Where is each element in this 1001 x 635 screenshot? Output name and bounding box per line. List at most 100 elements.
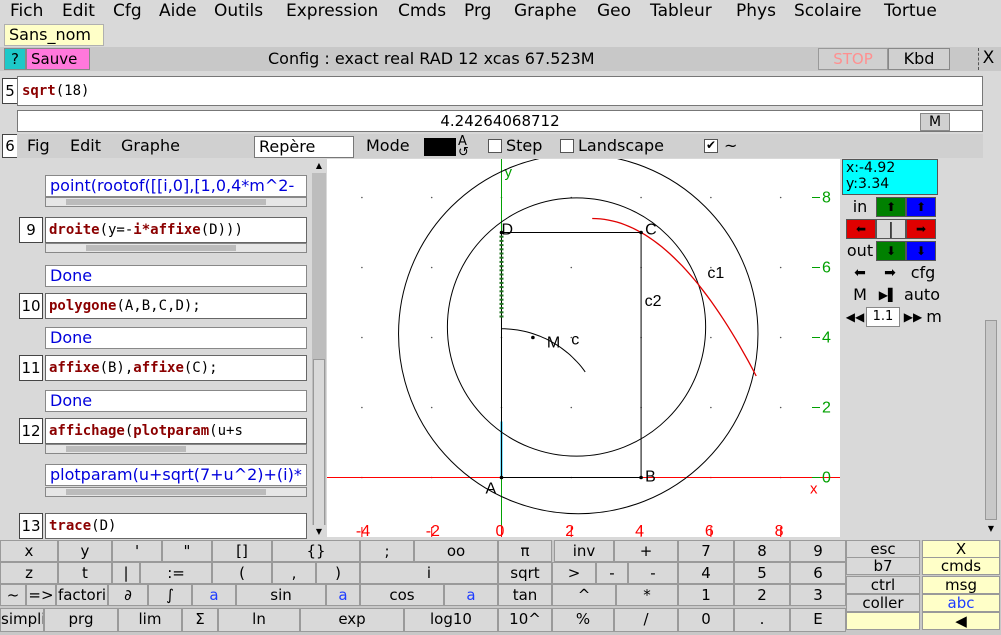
history-hscrollbar[interactable]	[45, 243, 307, 253]
key-row3-14[interactable]: 2	[734, 584, 790, 606]
key-row4-7[interactable]: 10^	[498, 608, 552, 632]
key-row3-0[interactable]: ~	[0, 584, 26, 606]
menu-aide[interactable]: Aide	[159, 1, 197, 21]
key-row4-9[interactable]: /	[614, 608, 678, 632]
key-row3-13[interactable]: 1	[678, 584, 734, 606]
key-row2-13[interactable]: 5	[734, 562, 790, 584]
history-output[interactable]: plotparam(u+sqrt(7+u^2)+(i)*	[45, 464, 307, 486]
key-cmds[interactable]: cmds	[922, 557, 1000, 575]
polygon-abcd[interactable]	[500, 232, 642, 478]
fig-menu[interactable]: Fig	[27, 136, 50, 155]
tilde-checkbox[interactable]: ✔	[704, 138, 718, 153]
key-row3-3[interactable]: ∂	[108, 584, 148, 606]
key-back[interactable]: ◀	[922, 612, 1000, 630]
graph-menu-button[interactable]: M	[846, 285, 874, 305]
history-level-number[interactable]: 10	[19, 293, 43, 319]
key-coller[interactable]: coller	[846, 594, 920, 612]
key-row4-6[interactable]: log10	[404, 608, 498, 632]
key-row1-13[interactable]: 9	[790, 540, 846, 562]
key-row1-4[interactable]: []	[212, 540, 272, 562]
key-row2-9[interactable]: >	[552, 562, 596, 584]
key-row3-8[interactable]: cos	[360, 584, 444, 606]
graph-svg[interactable]: -4 -2 0 2 4 6 8 8 6 4 2 0 x y A B C D M c1 c2 c	[327, 159, 840, 537]
right-arrow-icon[interactable]: ➡	[906, 219, 936, 239]
fig-edit-menu[interactable]: Edit	[70, 136, 101, 155]
history-level-number[interactable]: 12	[19, 418, 43, 444]
key-row3-6[interactable]: sin	[236, 584, 326, 606]
history-output[interactable]: Done	[45, 390, 307, 412]
key-row2-10[interactable]: -	[596, 562, 628, 584]
fig-graphe-menu[interactable]: Graphe	[121, 136, 180, 155]
repere-button[interactable]: Repère	[254, 136, 354, 158]
output-menu-button[interactable]: M	[920, 113, 950, 131]
key-row2-1[interactable]: t	[58, 562, 112, 584]
menu-prg[interactable]: Prg	[464, 1, 492, 21]
stop-button[interactable]: STOP	[818, 48, 888, 70]
key-row4-4[interactable]: ln	[218, 608, 300, 632]
key-row4-1[interactable]: prg	[44, 608, 118, 632]
history-command[interactable]: polygone(A,B,C,D);	[45, 293, 307, 319]
level-number[interactable]: 6	[2, 134, 18, 158]
history-hscrollbar[interactable]	[45, 444, 307, 454]
key-row1-12[interactable]: 8	[734, 540, 790, 562]
key-row3-5[interactable]: a	[192, 584, 236, 606]
save-button[interactable]: Sauve	[26, 48, 90, 70]
menu-expression[interactable]: Expression	[286, 1, 379, 21]
key-row4-8[interactable]: %	[552, 608, 614, 632]
help-button[interactable]: ?	[4, 48, 26, 70]
key-row2-12[interactable]: 4	[678, 562, 734, 584]
level-number[interactable]: 5	[2, 78, 18, 104]
history-hscrollbar[interactable]	[45, 487, 307, 497]
menu-phys[interactable]: Phys	[736, 1, 776, 21]
step-checkbox[interactable]	[488, 139, 502, 153]
session-vscrollbar[interactable]: ▼	[983, 76, 999, 536]
color-picker[interactable]	[424, 138, 456, 156]
history-output[interactable]: Done	[45, 327, 307, 349]
keyboard-mini-icon[interactable]	[846, 612, 920, 630]
key-row1-1[interactable]: y	[58, 540, 112, 562]
key-esc[interactable]: esc	[846, 540, 920, 558]
key-row2-7[interactable]: i	[360, 562, 498, 584]
key-row1-8[interactable]: π	[498, 540, 552, 562]
key-row2-6[interactable]: )	[316, 562, 360, 584]
fast-forward-icon[interactable]: ▶▶	[902, 307, 924, 327]
menu-scolaire[interactable]: Scolaire	[794, 1, 862, 21]
config-status[interactable]: Config : exact real RAD 12 xcas 67.523M	[268, 49, 595, 68]
key-row3-7[interactable]: a	[326, 584, 360, 606]
key-row4-5[interactable]: exp	[300, 608, 404, 632]
key-row3-11[interactable]: ^	[552, 584, 616, 606]
key-row1-11[interactable]: 7	[678, 540, 734, 562]
keyboard-toggle-button[interactable]: Kbd	[888, 48, 950, 70]
left-arrow-icon[interactable]: ⬅	[846, 219, 876, 239]
key-row2-11[interactable]: -	[628, 562, 678, 584]
key-x[interactable]: X	[922, 540, 1000, 558]
menu-fich[interactable]: Fich	[10, 1, 44, 21]
key-row1-10[interactable]: +	[614, 540, 678, 562]
auto-button[interactable]: auto	[902, 285, 942, 305]
history-output[interactable]: point(rootof([[i,0],[1,0,4*m^2-	[45, 175, 307, 197]
animation-step-input[interactable]: 1.1	[866, 307, 900, 327]
menu-cmds[interactable]: Cmds	[398, 1, 447, 21]
key-row3-4[interactable]: ∫	[148, 584, 192, 606]
close-session-button[interactable]: X	[978, 48, 998, 70]
mode-menu[interactable]: Mode	[366, 136, 410, 155]
menu-graphe[interactable]: Graphe	[514, 1, 577, 21]
play-pause-icon[interactable]: ▶▌	[876, 285, 900, 305]
key-ctrl[interactable]: ctrl	[846, 576, 920, 594]
key-row3-10[interactable]: tan	[498, 584, 552, 606]
menu-tableur[interactable]: Tableur	[650, 1, 712, 21]
graph-canvas[interactable]: -4 -2 0 2 4 6 8 8 6 4 2 0 x y A B C D M c1 c2 c	[327, 159, 840, 537]
history-level-number[interactable]: 9	[19, 217, 43, 243]
key-row1-3[interactable]: "	[162, 540, 212, 562]
key-msg[interactable]: msg	[922, 576, 1000, 594]
key-row1-0[interactable]: x	[0, 540, 58, 562]
key-row4-11[interactable]: .	[734, 608, 790, 632]
key-row1-5[interactable]: {}	[272, 540, 360, 562]
key-row2-4[interactable]: (	[212, 562, 272, 584]
key-row2-2[interactable]: |	[112, 562, 140, 584]
menu-cfg[interactable]: Cfg	[113, 1, 142, 21]
key-row2-3[interactable]: :=	[140, 562, 212, 584]
history-command[interactable]: affichage(plotparam(u+s	[45, 418, 307, 444]
key-row2-8[interactable]: sqrt	[498, 562, 552, 584]
history-vscrollbar[interactable]: ▲ ▼	[312, 159, 326, 539]
